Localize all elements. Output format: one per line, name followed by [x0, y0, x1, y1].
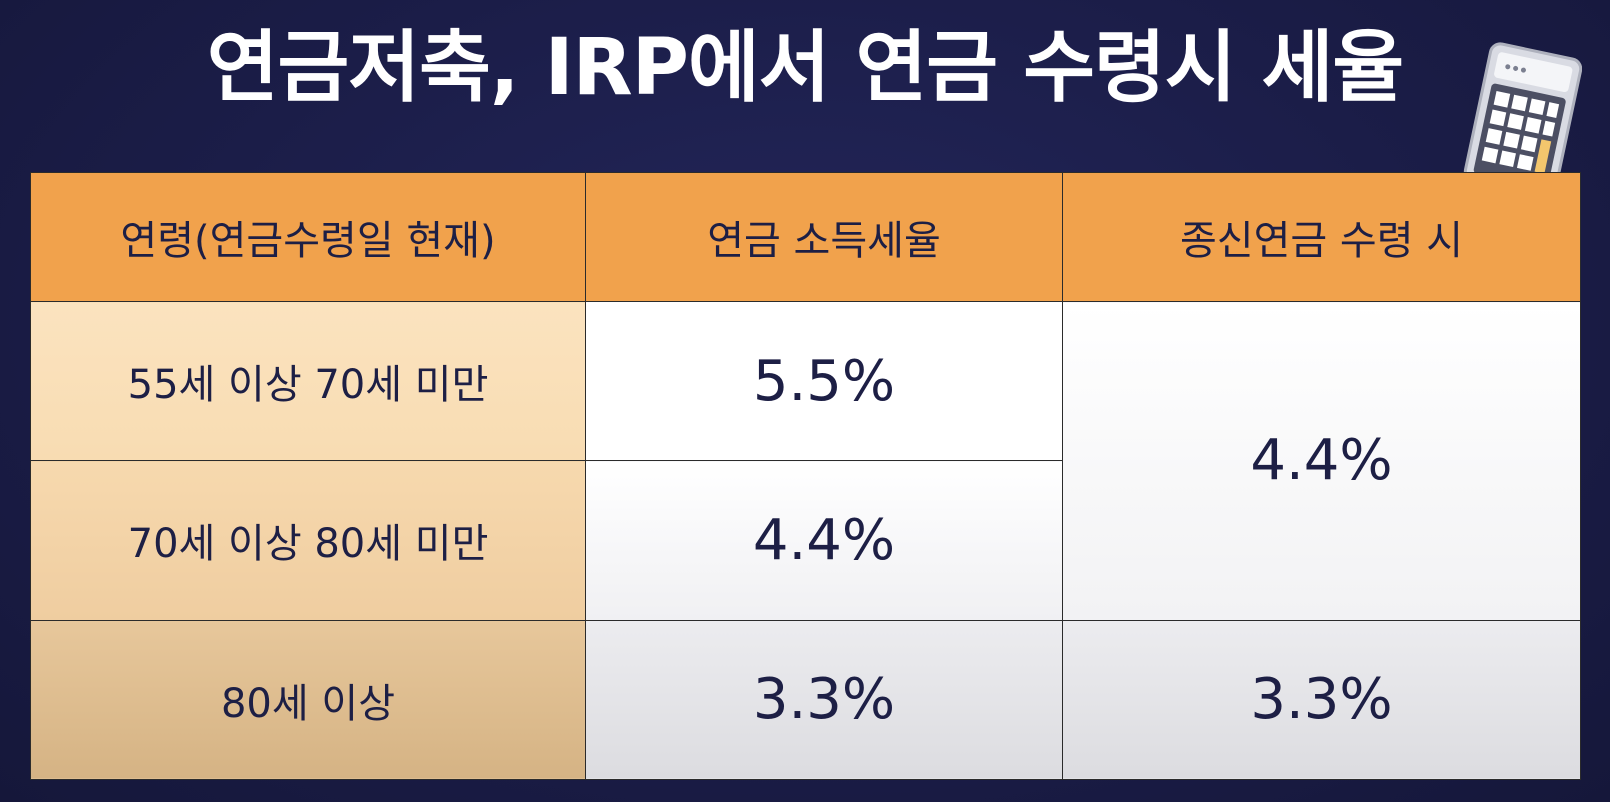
lifetime-annuity-rate-cell: 4.4%: [1062, 301, 1581, 621]
tax-rate-table: 연령(연금수령일 현재) 연금 소득세율 종신연금 수령 시 55세 이상 70…: [30, 172, 1581, 781]
table-row: 55세 이상 70세 미만 5.5% 4.4%: [30, 300, 1581, 621]
table-row: 80세 이상 3.3% 3.3%: [30, 619, 1581, 781]
tax-rate-cell: 4.4%: [585, 460, 1063, 621]
age-range-cell: 80세 이상: [30, 619, 586, 781]
header-pension-tax-rate: 연금 소득세율: [585, 172, 1063, 302]
age-range-cell: 55세 이상 70세 미만: [30, 300, 586, 462]
age-range-cell: 70세 이상 80세 미만: [30, 460, 586, 621]
table-header-row: 연령(연금수령일 현재) 연금 소득세율 종신연금 수령 시: [30, 172, 1581, 302]
header-lifetime-annuity: 종신연금 수령 시: [1062, 172, 1581, 302]
tax-rate-cell: 5.5%: [585, 300, 1063, 462]
tax-rate-cell: 3.3%: [585, 619, 1063, 781]
lifetime-annuity-rate-cell: 3.3%: [1062, 619, 1581, 781]
header-age: 연령(연금수령일 현재): [30, 172, 586, 302]
page-title: 연금저축, IRP에서 연금 수령시 세율: [206, 23, 1404, 113]
table-row: 70세 이상 80세 미만 4.4%: [30, 460, 1581, 621]
calculator-icon: [1463, 42, 1582, 198]
